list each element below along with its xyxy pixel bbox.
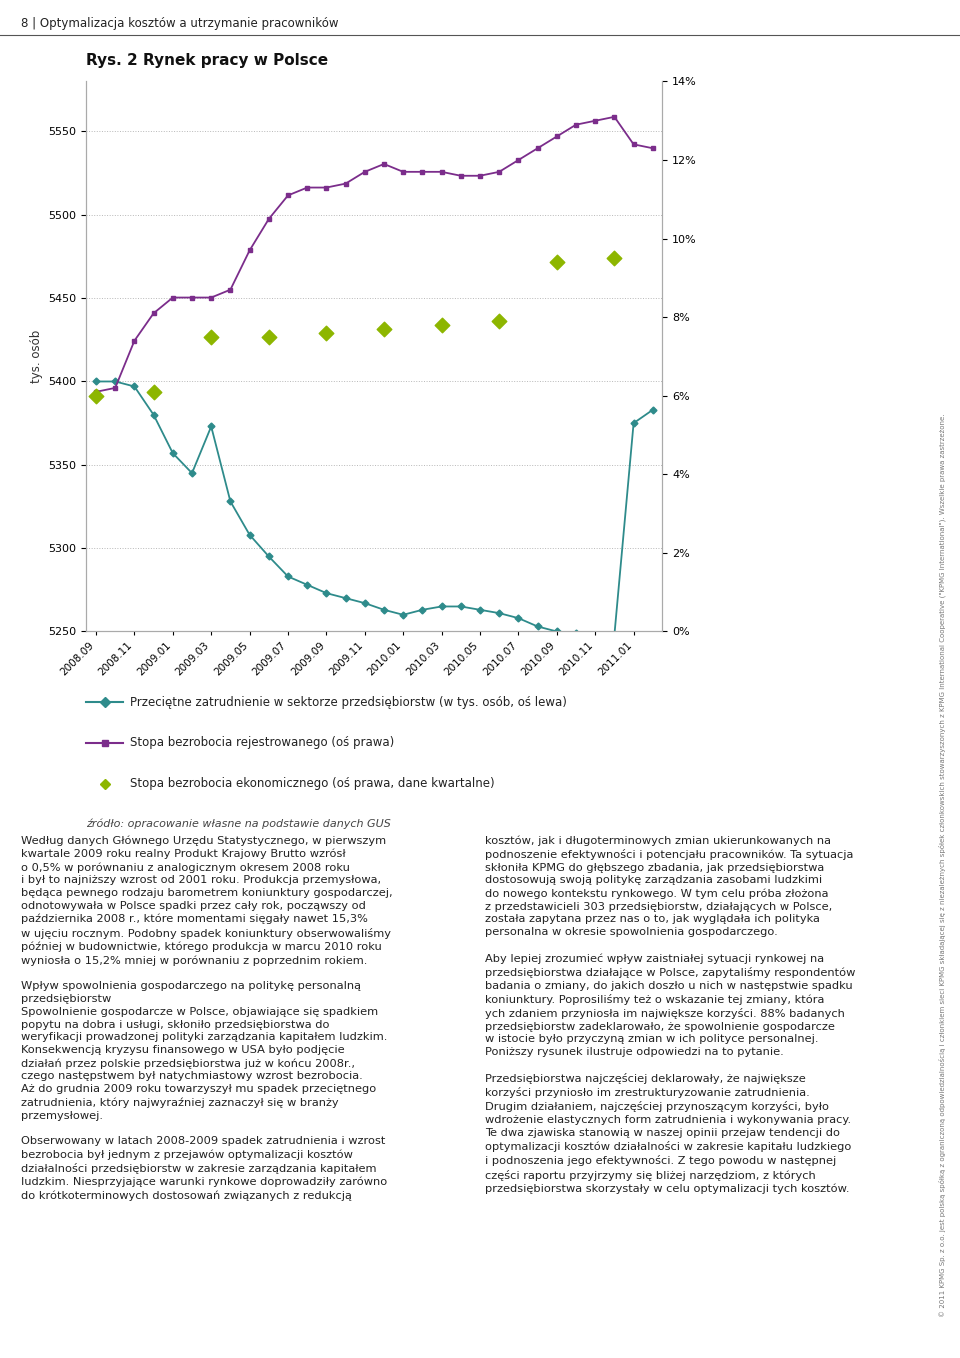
- Point: [319, 322, 334, 344]
- Y-axis label: tys. osób: tys. osób: [30, 330, 43, 383]
- Text: Według danych Głównego Urzędu Statystycznego, w pierwszym
kwartale 2009 roku rea: Według danych Głównego Urzędu Statystycz…: [21, 835, 393, 1200]
- Text: źródło: opracowanie własne na podstawie danych GUS: źródło: opracowanie własne na podstawie …: [86, 819, 392, 830]
- Point: [146, 382, 161, 403]
- Text: 8 | Optymalizacja kosztów a utrzymanie pracowników: 8 | Optymalizacja kosztów a utrzymanie p…: [21, 16, 339, 30]
- Point: [607, 247, 622, 269]
- Point: [376, 318, 392, 340]
- Point: [204, 326, 219, 348]
- Point: [549, 251, 564, 273]
- Text: kosztów, jak i długoterminowych zmian ukierunkowanych na
podnoszenie efektywnośc: kosztów, jak i długoterminowych zmian uk…: [485, 835, 855, 1194]
- Text: © 2011 KPMG Sp. z o.o. jest polską spółką z ograniczoną odpowiedzialnością i czł: © 2011 KPMG Sp. z o.o. jest polską spółk…: [939, 414, 947, 1317]
- Text: Stopa bezrobocia rejestrowanego (oś prawa): Stopa bezrobocia rejestrowanego (oś praw…: [130, 736, 394, 750]
- Point: [261, 326, 276, 348]
- Point: [434, 314, 449, 335]
- Point: [88, 384, 104, 406]
- Text: Przeciętne zatrudnienie w sektorze przedsiębiorstw (w tys. osób, oś lewa): Przeciętne zatrudnienie w sektorze przed…: [130, 695, 566, 709]
- Text: Stopa bezrobocia ekonomicznego (oś prawa, dane kwartalne): Stopa bezrobocia ekonomicznego (oś prawa…: [130, 777, 494, 790]
- Text: Rys. 2 Rynek pracy w Polsce: Rys. 2 Rynek pracy w Polsce: [86, 53, 328, 68]
- Point: [492, 310, 507, 331]
